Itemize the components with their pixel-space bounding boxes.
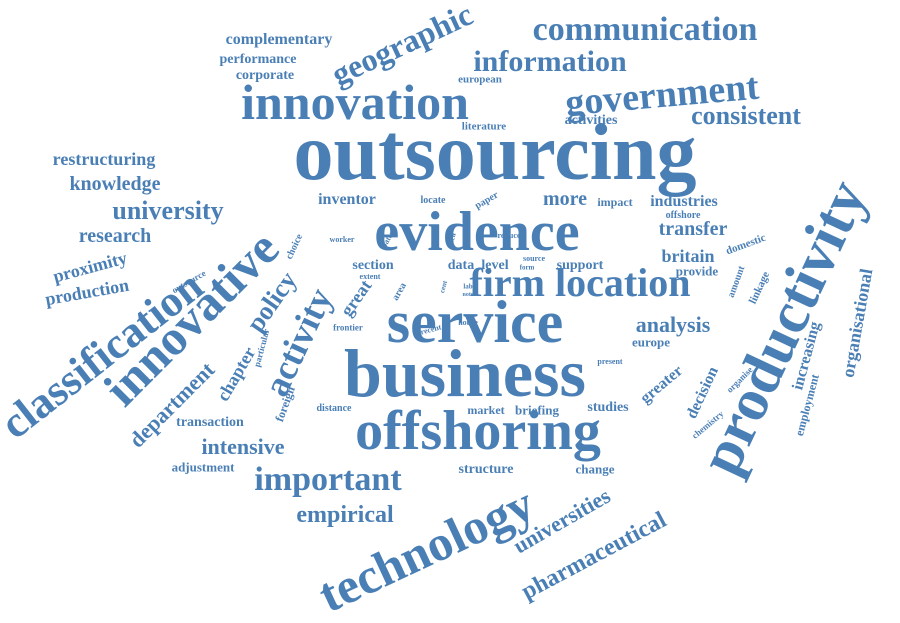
word-knowledge: knowledge bbox=[69, 173, 161, 195]
word-outsourcing: outsourcing bbox=[293, 109, 697, 197]
word-european: european bbox=[458, 73, 502, 86]
word-lab: lab bbox=[463, 282, 473, 291]
word-market: market bbox=[467, 403, 505, 417]
word-choice: choice bbox=[283, 232, 306, 262]
word-evidence: evidence bbox=[374, 201, 580, 263]
word-greater: greater bbox=[637, 362, 687, 408]
word-locate: locate bbox=[420, 195, 446, 206]
word-adjustment: adjustment bbox=[171, 459, 235, 475]
word-analysis: analysis bbox=[635, 312, 711, 337]
word-transaction: transaction bbox=[176, 415, 244, 430]
word-support: support bbox=[556, 258, 604, 273]
word-offshore: offshore bbox=[665, 210, 701, 221]
word-studies: studies bbox=[587, 400, 629, 415]
word-technology: technology bbox=[309, 474, 543, 623]
word-literature: literature bbox=[461, 120, 507, 133]
word-consistent: consistent bbox=[691, 101, 801, 130]
word-change: change bbox=[575, 461, 615, 477]
word-britain: britain bbox=[661, 246, 715, 266]
word-innovation: innovation bbox=[241, 74, 469, 130]
word-organisational: organisational bbox=[837, 267, 877, 379]
word-empirical: empirical bbox=[296, 502, 394, 528]
word-impact: impact bbox=[597, 195, 633, 209]
word-university: university bbox=[112, 196, 224, 225]
word-complementary: complementary bbox=[225, 31, 333, 48]
word-corporate: corporate bbox=[235, 68, 295, 83]
word-distance: distance bbox=[316, 403, 352, 414]
word-provide: provide bbox=[675, 263, 719, 279]
word-present: present bbox=[597, 357, 623, 366]
word-inventor: inventor bbox=[318, 191, 376, 208]
word-briefing: briefing bbox=[514, 402, 560, 418]
word-chapter: chapter bbox=[212, 343, 260, 405]
word-amount: amount bbox=[725, 264, 748, 300]
word-europe: europe bbox=[631, 334, 671, 350]
word-structure: structure bbox=[458, 462, 514, 477]
word-great: great bbox=[336, 276, 376, 320]
word-form: form bbox=[519, 263, 535, 272]
word-firm-location: firm location bbox=[469, 260, 691, 305]
word-information: information bbox=[473, 45, 627, 78]
word-research: research bbox=[78, 225, 152, 247]
word-offshoring: offshoring bbox=[355, 400, 601, 462]
word-frontier: frontier bbox=[333, 322, 363, 333]
word-activities: activities bbox=[564, 113, 618, 128]
word-business: business bbox=[344, 335, 586, 411]
word-communication: communication bbox=[532, 11, 758, 48]
word-section: section bbox=[352, 258, 394, 273]
word-important: important bbox=[254, 461, 402, 498]
word-level: level bbox=[481, 258, 509, 273]
word-intensive: intensive bbox=[201, 434, 285, 459]
word-source: source bbox=[522, 254, 546, 263]
word-worker: worker bbox=[329, 235, 355, 244]
word-transfer: transfer bbox=[658, 218, 728, 240]
word-data: data bbox=[447, 258, 475, 273]
word-restructuring: restructuring bbox=[52, 149, 156, 169]
word-service: service bbox=[386, 289, 564, 355]
word-extent: extent bbox=[359, 272, 381, 281]
word-industries: industries bbox=[650, 193, 718, 210]
word-domestic: domestic bbox=[724, 231, 768, 258]
word-performance: performance bbox=[219, 52, 297, 67]
word-more: more bbox=[542, 188, 588, 210]
word-note: note bbox=[462, 292, 474, 298]
word-reduce: reduce bbox=[497, 231, 521, 240]
word-house: house bbox=[458, 318, 478, 327]
